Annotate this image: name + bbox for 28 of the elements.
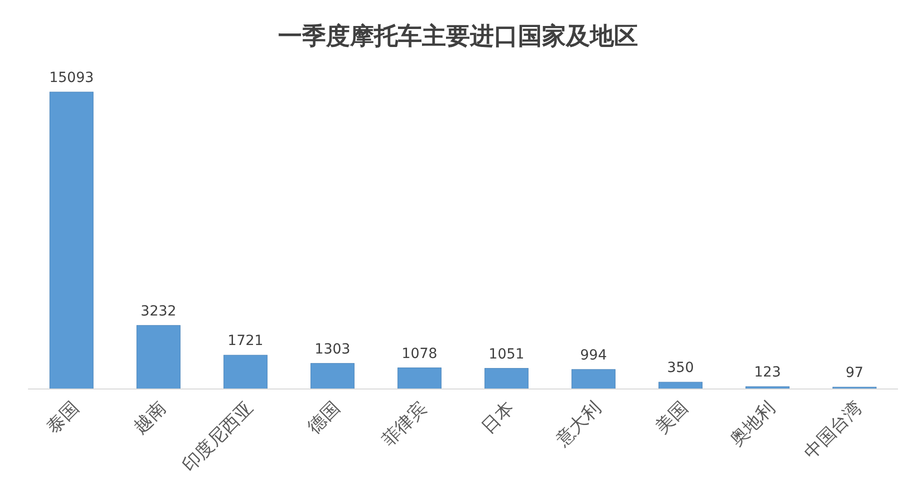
data-label: 1051 <box>488 346 524 362</box>
x-tick-label: 意大利 <box>551 398 606 452</box>
x-tick-label: 中国台湾 <box>800 398 866 464</box>
data-label: 123 <box>754 364 781 381</box>
bar <box>484 368 528 390</box>
bar <box>136 325 180 390</box>
data-label: 1721 <box>228 333 264 350</box>
data-label: 1078 <box>402 346 438 362</box>
x-tick-label: 德国 <box>304 398 344 438</box>
x-tick-label: 菲律宾 <box>378 398 432 451</box>
chart-title: 一季度摩托车主要进口国家及地区 <box>278 22 638 50</box>
x-tick-label: 泰国 <box>42 398 84 438</box>
bar <box>310 363 354 390</box>
x-tick-label: 奥地利 <box>726 398 780 451</box>
data-label: 1303 <box>314 341 350 358</box>
data-label: 3232 <box>140 303 176 320</box>
bar <box>50 92 94 390</box>
bar <box>398 368 442 390</box>
x-tick-label: 印度尼西亚 <box>178 398 258 476</box>
x-tick-label: 美国 <box>652 398 692 438</box>
data-label: 350 <box>667 360 694 376</box>
bar <box>572 369 616 390</box>
data-label: 15093 <box>49 70 94 86</box>
bar <box>224 354 268 390</box>
data-label: 97 <box>846 365 864 382</box>
x-tick-label: 日本 <box>478 398 518 438</box>
x-tick-label: 越南 <box>130 398 170 438</box>
data-label: 994 <box>580 347 607 364</box>
